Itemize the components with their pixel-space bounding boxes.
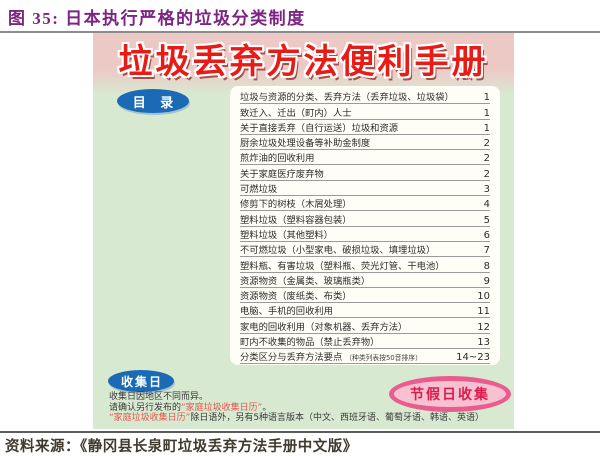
toc-item-page: 1 — [483, 122, 490, 134]
toc-row: 电脑、手机的回收利用 11 — [240, 303, 490, 319]
toc-item-label: 电脑、手机的回收利用 — [240, 306, 333, 318]
toc-item-page: 13 — [477, 337, 490, 349]
toc-item-label: 关于家庭医疗废弃物 — [240, 168, 324, 180]
toc-item-page: 14~23 — [456, 352, 490, 364]
toc-item-page: 7 — [483, 245, 490, 257]
toc-panel: 垃圾与资源的分类、丢弃方法（丢弃垃圾、垃圾袋） 1 致迁入、迁出（町内）人士 1 关… — [230, 86, 500, 365]
toc-row: 塑料垃圾（其他塑料） 6 — [240, 227, 490, 242]
bottom-divider — [0, 431, 600, 433]
toc-item-page: 6 — [483, 229, 490, 241]
toc-item-page: 2 — [483, 153, 490, 165]
toc-row: 煎炸油的回收利用 2 — [240, 150, 490, 166]
manual-cover-image: 垃圾丢弃方法便利手册 目 录 垃圾与资源的分类、丢弃方法（丢弃垃圾、垃圾袋） 1 … — [93, 33, 514, 429]
toc-row: 资源物资（废纸类、布类） 10 — [240, 288, 490, 304]
toc-row: 家电的回收利用（对象机器、丢弃方法） 12 — [240, 318, 490, 334]
toc-row: 修剪下的树枝（木屑处理） 4 — [240, 196, 490, 212]
toc-item-label: 家电的回收利用（对象机器、丢弃方法） — [240, 321, 408, 333]
toc-badge: 目 录 — [117, 89, 189, 113]
toc-row: 可燃垃圾 3 — [240, 181, 490, 197]
toc-item-label: 致迁入、迁出（町内）人士 — [240, 107, 352, 119]
manual-title: 垃圾丢弃方法便利手册 — [118, 42, 489, 82]
figure-caption: 图 35: 日本执行严格的垃圾分类制度 — [8, 9, 306, 28]
collection-note-line2: 请确认另行发布的“家庭垃圾收集日历”。 — [109, 402, 272, 413]
toc-item-label: 可燃垃圾 — [240, 184, 278, 196]
collection-note-line1: 收集日因地区不同而异。 — [109, 392, 209, 402]
toc-item-page: 9 — [483, 275, 490, 287]
calendar-highlight: “家庭垃圾收集日历” — [109, 413, 191, 424]
toc-row: 垃圾与资源的分类、丢弃方法（丢弃垃圾、垃圾袋） 1 — [240, 89, 490, 105]
toc-item-label: 资源物资（金属类、玻璃瓶类） — [240, 275, 371, 287]
toc-row: 致迁入、迁出（町内）人士 1 — [240, 104, 490, 120]
toc-item-label: 修剪下的树枝（木屑处理） — [240, 199, 352, 211]
toc-row: 资源物资（金属类、玻璃瓶类） 9 — [240, 273, 490, 288]
toc-row: 分类区分与丢弃方法要点 （种类列表按50音排序） 14~23 — [240, 349, 490, 365]
toc-item-label: 塑料垃圾（其他塑料） — [240, 229, 333, 241]
toc-item-page: 2 — [483, 168, 490, 180]
toc-item-page: 12 — [477, 321, 490, 333]
toc-item-label: 町内不收集的物品（禁止丢弃物） — [240, 337, 380, 349]
toc-item-page: 1 — [483, 107, 490, 119]
toc-item-label: 垃圾与资源的分类、丢弃方法（丢弃垃圾、垃圾袋） — [240, 92, 454, 104]
toc-row: 厨余垃圾处理设备等补助金制度 2 — [240, 135, 490, 151]
toc-item-page: 11 — [477, 306, 490, 318]
toc-item-page: 8 — [483, 260, 490, 272]
toc-item-label: 塑料垃圾（塑料容器包装） — [240, 214, 352, 226]
calendar-highlight: “家庭垃圾收集日历” — [181, 402, 263, 413]
toc-item-label: 资源物资（废纸类、布类） — [240, 291, 352, 303]
toc-row: 关于直接丢弃（自行运送）垃圾和资源 1 — [240, 120, 490, 135]
top-divider — [0, 31, 600, 33]
toc-row: 不可燃垃圾（小型家电、破损垃圾、填埋垃圾） 7 — [240, 242, 490, 258]
toc-item-page: 4 — [483, 199, 490, 211]
toc-row: 关于家庭医疗废弃物 2 — [240, 165, 490, 181]
toc-item-page: 2 — [483, 138, 490, 150]
toc-item-label: 煎炸油的回收利用 — [240, 153, 315, 165]
toc-row: 塑料瓶、有害垃圾（塑料瓶、荧光灯管、干电池） 8 — [240, 257, 490, 273]
toc-row: 町内不收集的物品（禁止丢弃物） 13 — [240, 334, 490, 350]
toc-item-label: 分类区分与丢弃方法要点 （种类列表按50音排序） — [240, 352, 422, 364]
toc-row: 塑料垃圾（塑料容器包装） 5 — [240, 211, 490, 227]
collection-notes: 收集日因地区不同而异。 请确认另行发布的“家庭垃圾收集日历”。 “家庭垃圾收集日… — [109, 392, 484, 424]
source-caption: 资料来源：《静冈县长泉町垃圾丢弃方法手册中文版》 — [5, 439, 358, 455]
toc-item-label: 塑料瓶、有害垃圾（塑料瓶、荧光灯管、干电池） — [240, 260, 445, 272]
collection-day-badge: 收集日 — [108, 370, 174, 392]
holiday-collection-badge: 节假日收集 — [389, 376, 511, 412]
toc-item-label: 关于直接丢弃（自行运送）垃圾和资源 — [240, 122, 399, 134]
toc-item-page: 5 — [483, 214, 490, 226]
toc-item-label: 厨余垃圾处理设备等补助金制度 — [240, 138, 371, 150]
toc-item-label: 不可燃垃圾（小型家电、破损垃圾、填埋垃圾） — [240, 245, 436, 257]
collection-note-line3: “家庭垃圾收集日历”除日语外，另有5种语言版本（中文、西班牙语、葡萄牙语、韩语、… — [109, 413, 485, 424]
toc-item-note: （种类列表按50音排序） — [345, 354, 422, 363]
toc-item-page: 3 — [483, 184, 490, 196]
toc-item-page: 1 — [483, 92, 490, 104]
toc-item-page: 10 — [477, 291, 490, 303]
